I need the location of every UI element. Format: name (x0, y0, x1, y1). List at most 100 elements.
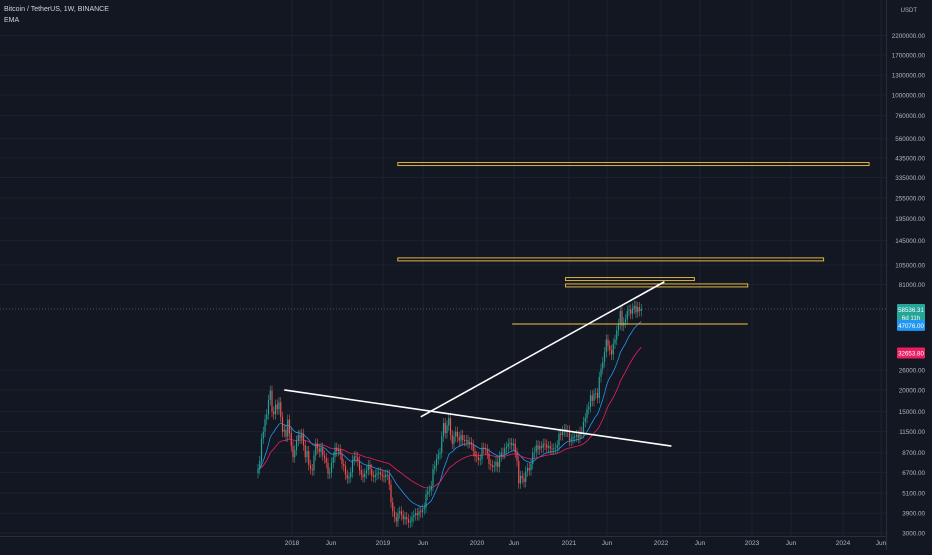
candle-body (388, 474, 390, 485)
candle-body (530, 463, 532, 471)
price-badge-text: 58536.31 (898, 307, 924, 314)
candle-body (427, 491, 429, 495)
candle-body (588, 406, 590, 410)
candle-body (595, 393, 597, 394)
candle-body (484, 448, 487, 450)
candle-body (537, 445, 539, 450)
price-tick-label: 20000.00 (899, 387, 926, 394)
candle-body (423, 507, 425, 510)
candle-body (469, 442, 471, 444)
price-badge-text: 6d 11h (902, 315, 921, 322)
candle-body (535, 445, 537, 452)
candle-body (551, 448, 553, 450)
candle-body (313, 455, 315, 471)
candle-body (616, 330, 618, 340)
candle-body (295, 440, 298, 451)
price-tick-label: 1700000.00 (892, 52, 926, 59)
candle-body (621, 310, 623, 326)
candle-body (341, 454, 343, 464)
time-tick-label: 2021 (562, 540, 577, 547)
candle-body (514, 443, 516, 453)
candle-body (288, 419, 291, 434)
price-badge-last (897, 303, 925, 323)
candle-body (626, 310, 628, 320)
candle-body (570, 439, 572, 441)
candle-body (470, 442, 473, 445)
level-87k (565, 277, 695, 282)
candle-body (491, 464, 494, 467)
candle-body (425, 494, 427, 508)
candle-body (358, 460, 361, 471)
level-400k (397, 162, 870, 167)
candle-body (617, 323, 620, 331)
candle-body (528, 468, 530, 471)
price-tick-label: 5100.00 (902, 490, 925, 497)
price-tick-label: 255000.00 (895, 196, 925, 203)
candle-body (577, 435, 579, 438)
candle-body (329, 472, 331, 474)
candle-body (582, 421, 585, 434)
candle-body (521, 475, 523, 479)
candle-body (542, 443, 544, 448)
symbol-title[interactable]: Bitcoin / TetherUS, 1W, BINANCE (4, 6, 109, 13)
candle-body (309, 464, 312, 470)
time-tick-label: 2024 (836, 540, 851, 547)
candle-body (598, 376, 600, 398)
candle-body (259, 460, 261, 470)
candle-body (432, 469, 434, 486)
price-tick-label: 6700.00 (902, 470, 925, 477)
candle-body (486, 449, 488, 454)
candle-body (553, 448, 555, 450)
level-113k (397, 257, 825, 262)
time-tick-label: Jun (509, 540, 520, 547)
candle-body (323, 455, 326, 459)
candle-body (575, 435, 578, 437)
candle-body (357, 457, 359, 461)
candle-body (297, 435, 299, 441)
candle-body (399, 511, 401, 514)
candle-body (554, 447, 557, 449)
candle-body (311, 469, 313, 471)
candle-body (572, 437, 574, 440)
candle-body (609, 345, 611, 350)
price-tick-label: 81000.00 (899, 282, 926, 289)
candle-body (299, 435, 301, 439)
price-tick-label: 1000000.00 (892, 92, 926, 99)
candle-body (428, 490, 431, 492)
candle-body (378, 472, 380, 474)
candle-body (442, 423, 445, 437)
candle-body (351, 459, 354, 473)
time-tick-label: Jun (418, 540, 429, 547)
candle-body (283, 429, 285, 432)
candle-body (364, 473, 366, 478)
price-tick-label: 335000.00 (895, 175, 925, 182)
candle-body (540, 446, 543, 448)
candle-body (290, 433, 292, 447)
time-tick-label: Jun (876, 540, 887, 547)
price-tick-label: 435000.00 (895, 155, 925, 162)
candle-body (458, 437, 460, 441)
price-badge-text: 47076.00 (898, 323, 924, 330)
candle-body (343, 463, 345, 466)
candle-body (406, 517, 408, 520)
candle-body (267, 400, 270, 415)
candle-body (493, 465, 495, 467)
candle-body (413, 515, 415, 518)
candle-body (294, 450, 296, 458)
candle-body (631, 308, 634, 314)
price-tick-label: 105000.00 (895, 262, 925, 269)
candle-body (316, 443, 319, 449)
candle-body (281, 416, 284, 432)
candle-body (444, 423, 446, 434)
drawings[interactable] (0, 162, 886, 447)
candle-body (462, 435, 464, 440)
candle-body (504, 448, 506, 454)
indicator-label[interactable]: EMA (4, 17, 20, 24)
time-axis[interactable]: 2018 Jun 2019 Jun 2020 Jun 2021 Jun 2022 Jun 2023 J… (0, 536, 887, 548)
candle-body (539, 446, 541, 450)
price-badge-ema-fast (897, 319, 925, 331)
candle-body (320, 447, 322, 452)
price-axis[interactable]: USDT 2200000.00 1700000.00 1300000.00 100000… (886, 0, 926, 550)
